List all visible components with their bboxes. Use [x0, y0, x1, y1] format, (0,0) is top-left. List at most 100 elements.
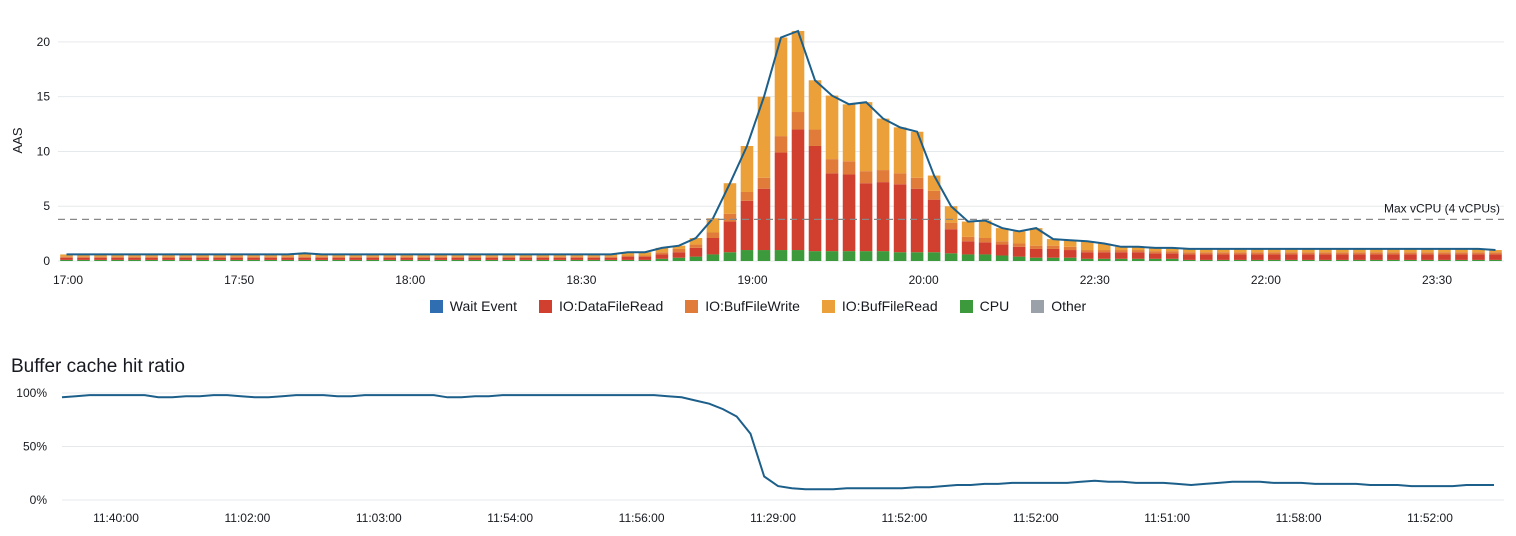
aas-bar-cpu: [1251, 259, 1264, 261]
aas-bar-io-buffilewrite: [689, 244, 703, 248]
aas-bar-io-buffileread: [1217, 248, 1230, 253]
aas-bar-io-buffileread: [961, 221, 975, 237]
aas-bar-io-buffilewrite: [1455, 252, 1468, 255]
aas-bar-cpu: [689, 256, 703, 261]
aas-bar-cpu: [1421, 259, 1434, 261]
aas-xtick-label: 17:00: [53, 273, 83, 287]
aas-bar-io-buffilewrite: [740, 191, 754, 201]
aas-bar-io-buffileread: [77, 254, 90, 257]
aas-bar-io-buffilewrite: [978, 237, 992, 243]
legend-item-io-datafileread[interactable]: IO:DataFileRead: [538, 298, 664, 314]
legend-item-cpu[interactable]: CPU: [959, 298, 1009, 314]
hit-ratio-xtick-label: 11:40:00: [93, 511, 139, 525]
aas-bar-io-datafileread: [264, 257, 277, 260]
aas-bar-io-buffileread: [1455, 248, 1468, 253]
aas-bar-io-datafileread: [1234, 254, 1247, 260]
aas-bar-io-datafileread: [281, 257, 294, 260]
aas-bar-io-buffileread: [638, 252, 652, 256]
aas-bar-io-datafileread: [825, 173, 839, 252]
aas-bar-io-datafileread: [1353, 254, 1366, 260]
aas-bar-cpu: [1131, 258, 1145, 261]
aas-bar-io-datafileread: [927, 199, 941, 253]
aas-bar-io-buffilewrite: [1285, 252, 1298, 255]
aas-bar-io-buffileread: [706, 218, 720, 233]
aas-bar-io-buffilewrite: [1268, 252, 1281, 255]
aas-bar-io-datafileread: [1319, 254, 1332, 260]
aas-bar-cpu: [1319, 259, 1332, 261]
aas-bar-cpu: [281, 259, 294, 261]
aas-bar-io-buffileread: [1319, 248, 1332, 253]
aas-bar-io-buffileread: [1097, 243, 1111, 251]
aas-bar-io-buffileread: [808, 80, 822, 130]
aas-bar-cpu: [1336, 259, 1349, 261]
aas-bar-cpu: [1114, 258, 1128, 261]
aas-bar-io-buffileread: [281, 254, 294, 257]
legend-item-other[interactable]: Other: [1031, 298, 1086, 314]
legend-label-io-datafileread: IO:DataFileRead: [558, 298, 664, 314]
aas-bar-io-datafileread: [1336, 254, 1349, 260]
aas-bar-io-datafileread: [1438, 254, 1451, 260]
aas-bar-cpu: [502, 259, 516, 261]
aas-bar-cpu: [672, 257, 686, 261]
aas-bar-cpu: [910, 252, 924, 261]
aas-bar-io-buffileread: [1063, 240, 1077, 247]
aas-bar-io-datafileread: [196, 257, 209, 260]
aas-total-line: [66, 29, 1496, 256]
aas-bar-cpu: [485, 259, 499, 261]
aas-bar-io-buffilewrite: [655, 252, 669, 255]
aas-bar-io-buffilewrite: [434, 256, 448, 258]
aas-bar-io-buffilewrite: [383, 256, 397, 258]
aas-bar-io-buffileread: [179, 254, 192, 257]
aas-bar-io-buffileread: [417, 254, 431, 257]
max-vcpu-threshold-label: Max vCPU (4 vCPUs): [1384, 201, 1500, 215]
aas-ytick-label: 5: [43, 199, 50, 213]
aas-bar-io-datafileread: [77, 257, 90, 260]
aas-bar-cpu: [1182, 259, 1196, 261]
aas-bar-io-buffileread: [536, 254, 550, 257]
aas-bar-io-buffileread: [1268, 248, 1281, 253]
legend-item-io-buffileread[interactable]: IO:BufFileRead: [821, 298, 938, 314]
aas-bar-cpu: [876, 251, 890, 261]
aas-bar-cpu: [468, 259, 482, 261]
aas-bar-cpu: [536, 259, 550, 261]
legend-item-wait-event[interactable]: Wait Event: [429, 298, 517, 314]
aas-bar-io-buffileread: [723, 183, 737, 214]
aas-bar-io-buffileread: [451, 254, 465, 257]
aas-bar-io-datafileread: [349, 257, 363, 260]
aas-bar-io-buffilewrite: [247, 256, 260, 258]
aas-bar-io-buffileread: [145, 254, 158, 257]
aas-bar-io-datafileread: [383, 257, 397, 260]
aas-bar-io-datafileread: [1165, 253, 1179, 259]
aas-bar-cpu: [349, 259, 363, 261]
aas-bar-io-buffileread: [1285, 248, 1298, 253]
aas-bar-io-buffilewrite: [332, 256, 345, 258]
aas-xtick-label: 23:30: [1422, 273, 1452, 287]
aas-bar-io-datafileread: [1029, 248, 1043, 258]
aas-bar-io-buffilewrite: [1131, 250, 1145, 253]
aas-bar-io-buffileread: [689, 237, 703, 245]
aas-bar-cpu: [808, 251, 822, 261]
aas-bar-cpu: [1404, 259, 1417, 261]
legend-swatch-io-buffileread: [821, 299, 835, 313]
aas-bar-io-buffilewrite: [1421, 252, 1434, 255]
aas-bar-io-datafileread: [230, 257, 243, 260]
aas-bar-io-datafileread: [1012, 246, 1026, 257]
aas-bar-io-buffilewrite: [519, 256, 533, 258]
aas-bar-cpu: [978, 254, 992, 261]
aas-y-axis-label: AAS: [10, 127, 25, 153]
aas-bar-io-buffilewrite: [1353, 252, 1366, 255]
aas-bar-cpu: [774, 250, 788, 261]
aas-bar-io-datafileread: [1148, 253, 1162, 259]
aas-bar-cpu: [383, 259, 397, 261]
legend-item-io-buffilewrite[interactable]: IO:BufFileWrite: [685, 298, 800, 314]
aas-bar-cpu: [179, 259, 192, 261]
aas-bar-cpu: [553, 259, 567, 261]
aas-bar-cpu: [1012, 256, 1026, 261]
aas-bar-io-buffilewrite: [468, 256, 482, 258]
aas-bar-cpu: [94, 259, 107, 261]
aas-bar-io-datafileread: [706, 237, 720, 255]
aas-bar-io-buffileread: [196, 254, 209, 257]
aas-bar-io-buffileread: [434, 254, 448, 257]
aas-bar-cpu: [995, 255, 1009, 261]
aas-bar-io-buffilewrite: [349, 256, 363, 258]
